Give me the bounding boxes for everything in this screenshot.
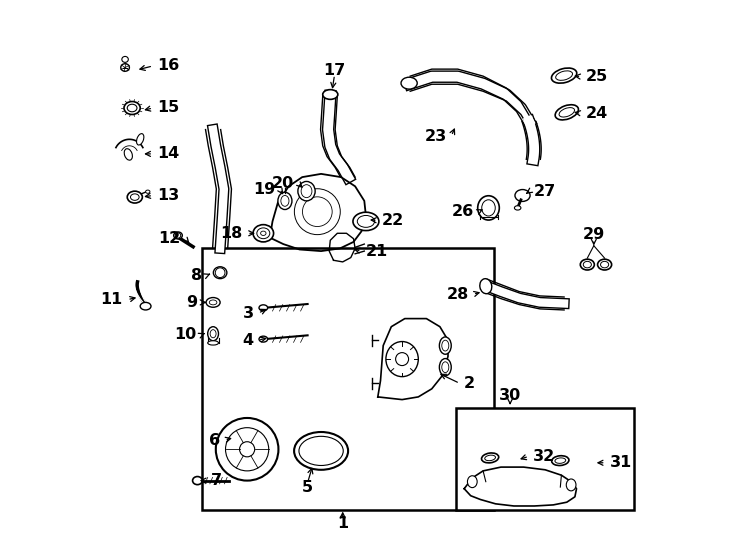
Ellipse shape <box>253 225 274 242</box>
Ellipse shape <box>597 259 611 270</box>
Ellipse shape <box>127 104 137 112</box>
Circle shape <box>215 268 225 278</box>
Text: 16: 16 <box>158 58 180 73</box>
Ellipse shape <box>484 455 495 461</box>
Ellipse shape <box>515 190 530 201</box>
Text: 8: 8 <box>191 268 203 283</box>
Text: 25: 25 <box>586 69 608 84</box>
Text: 17: 17 <box>324 63 346 78</box>
Ellipse shape <box>468 476 477 488</box>
Text: 32: 32 <box>534 449 556 464</box>
Circle shape <box>225 428 269 471</box>
Ellipse shape <box>214 267 227 279</box>
Text: 30: 30 <box>499 388 521 403</box>
Ellipse shape <box>555 105 578 120</box>
Ellipse shape <box>124 148 132 160</box>
Ellipse shape <box>323 90 338 99</box>
Ellipse shape <box>281 195 289 206</box>
Ellipse shape <box>555 458 566 463</box>
Ellipse shape <box>482 453 498 463</box>
Text: 13: 13 <box>158 188 180 203</box>
Text: 7: 7 <box>211 473 222 488</box>
Ellipse shape <box>259 305 268 311</box>
Ellipse shape <box>121 64 129 71</box>
Ellipse shape <box>552 456 569 465</box>
Ellipse shape <box>551 68 577 83</box>
Ellipse shape <box>566 479 576 491</box>
Ellipse shape <box>301 185 312 198</box>
Text: 27: 27 <box>534 184 556 199</box>
Ellipse shape <box>440 359 451 376</box>
Ellipse shape <box>440 337 451 354</box>
Text: 6: 6 <box>209 433 220 448</box>
Circle shape <box>396 353 409 366</box>
Ellipse shape <box>208 327 219 341</box>
Text: 26: 26 <box>451 204 474 219</box>
Text: 19: 19 <box>253 181 275 197</box>
Ellipse shape <box>442 340 448 351</box>
Ellipse shape <box>259 336 268 342</box>
Ellipse shape <box>278 192 292 210</box>
Text: 29: 29 <box>583 227 605 242</box>
Bar <box>203 248 494 510</box>
Text: 22: 22 <box>382 213 404 228</box>
Text: 23: 23 <box>425 129 447 144</box>
Text: 28: 28 <box>446 287 468 302</box>
Text: 1: 1 <box>337 516 348 531</box>
Text: 24: 24 <box>586 106 608 121</box>
Text: 20: 20 <box>272 176 294 191</box>
Circle shape <box>239 442 255 457</box>
Ellipse shape <box>137 133 144 145</box>
Text: 15: 15 <box>158 100 180 116</box>
Ellipse shape <box>206 298 220 307</box>
Text: 18: 18 <box>220 226 243 241</box>
Ellipse shape <box>257 228 270 239</box>
Text: 5: 5 <box>302 480 313 495</box>
Ellipse shape <box>482 200 495 216</box>
Ellipse shape <box>401 77 417 89</box>
Ellipse shape <box>480 279 492 294</box>
Ellipse shape <box>386 341 418 377</box>
Text: 12: 12 <box>159 231 181 246</box>
Ellipse shape <box>299 436 344 465</box>
Text: 3: 3 <box>242 306 254 321</box>
Ellipse shape <box>584 261 592 268</box>
Text: 10: 10 <box>175 327 197 342</box>
Ellipse shape <box>357 215 374 227</box>
Ellipse shape <box>442 362 448 373</box>
Text: 31: 31 <box>610 455 632 470</box>
Ellipse shape <box>294 189 341 234</box>
Bar <box>456 408 634 510</box>
Text: 4: 4 <box>242 333 254 348</box>
Ellipse shape <box>209 300 217 305</box>
Ellipse shape <box>600 261 608 268</box>
Ellipse shape <box>298 181 315 201</box>
Circle shape <box>216 418 278 481</box>
Ellipse shape <box>145 190 150 193</box>
Ellipse shape <box>581 259 595 270</box>
Ellipse shape <box>353 212 379 231</box>
Text: 21: 21 <box>366 244 388 259</box>
Ellipse shape <box>140 302 151 310</box>
Ellipse shape <box>261 231 266 235</box>
Ellipse shape <box>556 71 573 80</box>
Text: 14: 14 <box>158 146 180 161</box>
Ellipse shape <box>192 477 203 485</box>
Circle shape <box>175 233 181 238</box>
Ellipse shape <box>122 56 128 62</box>
Ellipse shape <box>124 102 140 114</box>
Text: 9: 9 <box>186 295 197 310</box>
Ellipse shape <box>515 206 521 210</box>
Ellipse shape <box>294 432 348 470</box>
Ellipse shape <box>210 329 216 338</box>
Text: 11: 11 <box>101 292 123 307</box>
Ellipse shape <box>127 191 142 203</box>
Ellipse shape <box>302 197 333 227</box>
Ellipse shape <box>478 195 499 220</box>
Ellipse shape <box>559 107 575 117</box>
Ellipse shape <box>174 232 182 239</box>
Ellipse shape <box>131 194 139 200</box>
Ellipse shape <box>208 341 219 345</box>
Text: 2: 2 <box>464 376 476 391</box>
